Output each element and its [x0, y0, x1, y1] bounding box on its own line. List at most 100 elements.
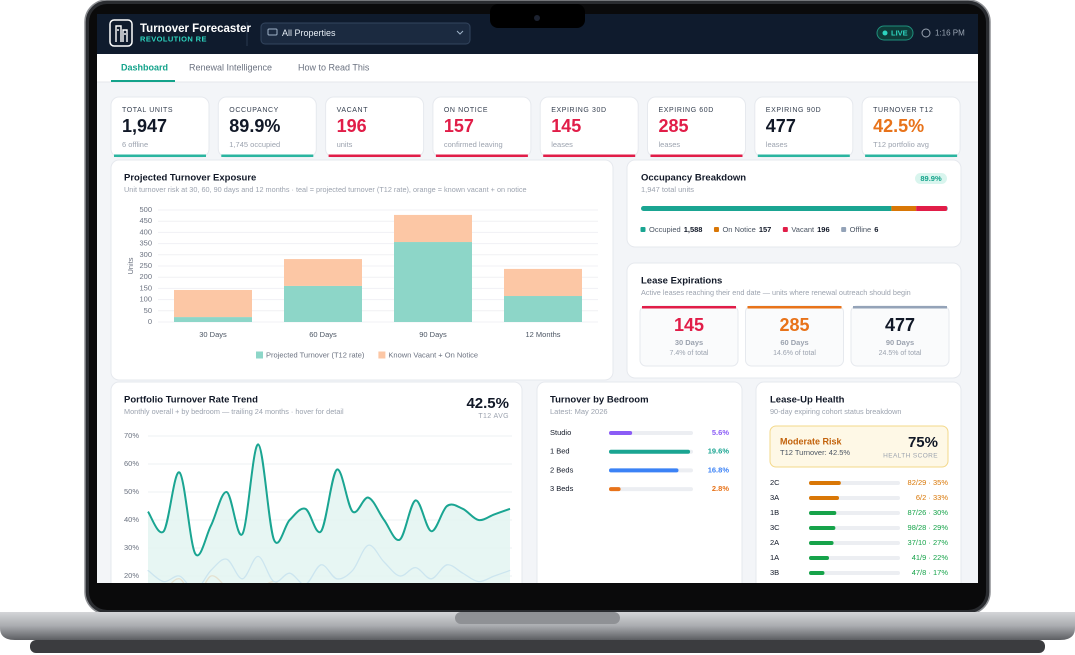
occupancy-segment [916, 206, 948, 211]
expiry-label: 30 Days [675, 338, 703, 347]
row-stat: 82/29 · 35% [908, 478, 949, 487]
active-tab-indicator [111, 80, 175, 82]
y-tick-label: 20% [124, 571, 139, 580]
y-tick-label: 150 [139, 283, 152, 292]
kpi-accent [543, 154, 636, 157]
bar-segment [504, 268, 582, 297]
x-tick-label: 12 Months [525, 330, 560, 339]
panel [536, 381, 743, 583]
kpi-sub: leases [766, 140, 788, 149]
legend-label: Projected Turnover (T12 rate) [266, 350, 365, 359]
legend-swatch [713, 227, 719, 232]
occupancy-segment [641, 206, 892, 211]
y-tick-label: 100 [139, 295, 152, 304]
kpi-value: 89.9% [229, 116, 280, 136]
bar-segment [284, 259, 362, 286]
kpi-accent [114, 154, 206, 157]
legend-swatch [841, 227, 847, 232]
kpi-sub: 6 offline [122, 140, 148, 149]
row-stat: 6/2 · 33% [916, 493, 948, 502]
y-tick-label: 300 [139, 250, 152, 259]
kpi-value: 477 [766, 116, 796, 136]
bedroom-label: 1 Bed [550, 447, 570, 456]
occupancy-segment [891, 206, 917, 211]
expiry-accent [642, 306, 736, 309]
laptop-base [0, 612, 1075, 640]
bar [809, 496, 840, 500]
y-tick-label: 50 [144, 306, 152, 315]
chart-title: Portfolio Turnover Rate Trend [124, 395, 258, 406]
kpi-value: 157 [444, 116, 474, 136]
y-tick-label: 350 [139, 239, 152, 248]
chart-subtitle: Monthly overall + by bedroom — trailing … [124, 407, 344, 416]
kpi-value: 196 [337, 116, 367, 136]
y-tick-label: 40% [124, 515, 139, 524]
kpi-sub: leases [551, 140, 573, 149]
expiry-label: 90 Days [886, 338, 914, 347]
y-tick-label: 0 [148, 317, 152, 326]
y-tick-label: 70% [124, 431, 139, 440]
kpi-label: ON NOTICE [444, 107, 488, 114]
bar-track [809, 571, 900, 575]
unit-type: 1B [770, 508, 779, 517]
tab[interactable]: Renewal Intelligence [189, 62, 272, 72]
chart-subtitle: 1,947 total units [641, 185, 694, 194]
bar-segment [504, 296, 582, 322]
x-tick-label: 90 Days [419, 330, 447, 339]
expiry-share: 24.5% of total [879, 350, 922, 357]
kpi-sub: confirmed leaving [444, 140, 503, 149]
health-score: 75% [908, 434, 938, 451]
legend-value: 6 [874, 225, 878, 234]
unit-type: 2A [770, 538, 779, 547]
legend-swatch [256, 351, 263, 359]
expiry-share: 14.6% of total [773, 350, 816, 357]
chart-title: Occupancy Breakdown [641, 173, 746, 184]
row-stat: 47/8 · 17% [912, 568, 949, 577]
x-tick-label: 60 Days [309, 330, 337, 339]
y-tick-label: 60% [124, 459, 139, 468]
y-axis-label: Units [126, 257, 135, 274]
row-stat: 37/10 · 27% [908, 538, 949, 547]
bar [809, 511, 837, 515]
health-score-label: HEALTH SCORE [883, 453, 938, 460]
legend-label: Offline [850, 225, 872, 234]
kpi-accent [221, 154, 314, 157]
bar [809, 571, 825, 575]
bar-value: 5.6% [712, 428, 729, 437]
kpi-label: TURNOVER T12 [873, 107, 933, 114]
chart-title: Turnover by Bedroom [550, 395, 649, 406]
legend-label: Occupied [649, 225, 681, 234]
tab[interactable]: Dashboard [121, 62, 168, 72]
bar-track [609, 487, 693, 492]
trend-area [148, 444, 510, 583]
bar [609, 487, 621, 492]
base-bottom [30, 640, 1045, 653]
kpi-value: 42.5% [873, 116, 924, 136]
y-tick-label: 50% [124, 487, 139, 496]
unit-type: 3B [770, 568, 779, 577]
legend-value: 157 [759, 225, 772, 234]
headline-value: 42.5% [466, 395, 509, 412]
bar-segment [394, 214, 472, 243]
logo-mark [115, 25, 128, 42]
bar-value: 16.8% [708, 465, 730, 474]
y-tick-label: 500 [139, 205, 152, 214]
y-tick-label: 250 [139, 261, 152, 270]
unit-type: 3A [770, 493, 779, 502]
app-title: Turnover Forecaster [140, 23, 252, 35]
legend-swatch [378, 351, 386, 359]
bar [809, 541, 834, 545]
chevron [456, 30, 464, 35]
property-dropdown[interactable] [260, 22, 471, 45]
row-stat: 41/9 · 22% [912, 553, 949, 562]
risk-level: Moderate Risk [780, 436, 843, 446]
bar [609, 468, 679, 473]
kpi-sub: T12 portfolio avg [873, 140, 929, 149]
y-tick-label: 450 [139, 216, 152, 225]
kpi-sub: leases [659, 140, 681, 149]
bar [609, 449, 691, 454]
kpi-value: 285 [659, 116, 689, 136]
expiry-value: 477 [885, 315, 915, 335]
tab[interactable]: How to Read This [298, 62, 370, 72]
kpi-accent [757, 154, 850, 157]
